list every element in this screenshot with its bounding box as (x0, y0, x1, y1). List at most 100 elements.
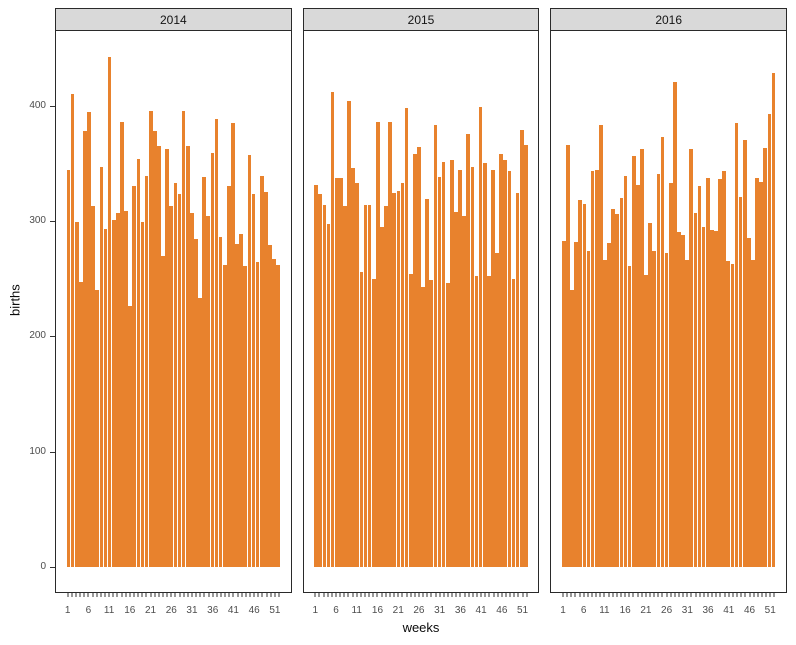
bar-week-28 (425, 198, 429, 567)
x-tick-mark (199, 593, 201, 597)
bar-week-12 (607, 242, 611, 567)
bar-week-24 (408, 273, 413, 567)
x-tick-label: 6 (333, 605, 339, 616)
y-tick-mark (50, 220, 55, 222)
x-tick-mark (707, 593, 709, 597)
bar-week-42 (235, 243, 239, 567)
x-tick-mark (493, 593, 495, 597)
bar-week-35 (454, 211, 458, 567)
x-tick-mark (599, 593, 601, 597)
x-tick-mark (509, 593, 511, 597)
x-tick-mark (397, 593, 399, 597)
x-tick-mark (179, 593, 181, 597)
x-tick-mark (83, 593, 85, 597)
x-tick-mark (562, 593, 564, 597)
bar-week-51 (767, 113, 772, 567)
x-tick-mark (368, 593, 370, 597)
bar-week-27 (421, 286, 425, 567)
bar-week-24 (656, 173, 661, 567)
bar-week-15 (124, 210, 128, 567)
plot-area (550, 31, 788, 593)
bar-week-14 (367, 204, 372, 567)
x-tick-mark (736, 593, 738, 597)
facet-strip-label: 2016 (655, 12, 683, 27)
x-tick-mark (220, 593, 222, 597)
bar-week-48 (259, 175, 264, 567)
x-tick-mark (769, 593, 771, 597)
x-tick-mark (761, 593, 763, 597)
bar-week-5 (578, 200, 583, 567)
x-tick-mark (274, 593, 276, 597)
bar-week-13 (363, 204, 368, 567)
x-tick-mark (389, 593, 391, 597)
x-tick-mark (678, 593, 680, 597)
bar-week-5 (330, 91, 335, 567)
bar-week-29 (677, 232, 681, 567)
x-tick-mark (96, 593, 98, 597)
x-tick-mark (216, 593, 218, 597)
bar-week-20 (640, 149, 644, 567)
bar-week-12 (111, 219, 116, 567)
bar-week-8 (95, 290, 100, 567)
x-tick-mark (686, 593, 688, 597)
bar-week-22 (400, 182, 405, 567)
x-tick-mark (162, 593, 164, 597)
y-tick-label: 200 (29, 330, 46, 342)
x-tick-label: 41 (723, 605, 735, 616)
bar-week-6 (334, 178, 339, 567)
x-tick-mark (526, 593, 528, 597)
bar-week-18 (631, 156, 636, 567)
x-tick-mark (653, 593, 655, 597)
x-tick-label: 1 (64, 605, 71, 616)
bar-week-44 (243, 265, 248, 567)
bar-week-34 (202, 177, 206, 567)
bar-week-10 (103, 228, 108, 567)
x-tick-mark (166, 593, 168, 597)
x-tick-mark (347, 593, 349, 597)
x-tick-mark (121, 593, 123, 597)
x-tick-mark (443, 593, 445, 597)
bar-week-34 (697, 186, 702, 567)
x-tick-mark (183, 593, 185, 597)
x-tick-marks (55, 593, 292, 598)
bar-week-2 (70, 93, 75, 567)
facet-panel-2016: 2016 1 6 11 16 21 26 31 36 41 46 51 (550, 8, 788, 616)
x-tick-mark (195, 593, 197, 597)
x-tick-mark (418, 593, 420, 597)
bar-week-11 (603, 260, 607, 567)
x-tick-mark (266, 593, 268, 597)
x-tick-labels: 1 6 11 16 21 26 31 36 41 46 51 (55, 605, 292, 618)
x-tick-label: 36 (702, 605, 714, 616)
bar-week-44 (738, 196, 743, 567)
x-tick-label: 26 (413, 605, 425, 616)
bar-week-49 (759, 181, 763, 567)
x-tick-mark (372, 593, 374, 597)
bar-week-18 (384, 205, 388, 567)
bar-week-40 (474, 276, 479, 567)
bar-week-7 (586, 250, 591, 567)
x-tick-label: 51 (516, 605, 529, 616)
bar-week-43 (239, 233, 243, 567)
bar-week-15 (619, 197, 624, 567)
bar-week-16 (128, 306, 133, 567)
x-tick-mark (257, 593, 259, 597)
x-tick-mark (753, 593, 755, 597)
x-tick-mark (253, 593, 255, 597)
x-tick-marks (550, 593, 787, 598)
x-tick-mark (150, 593, 152, 597)
x-tick-label: 16 (124, 605, 136, 616)
bar-week-46 (251, 194, 256, 567)
x-tick-mark (422, 593, 424, 597)
bar-week-9 (594, 170, 599, 567)
bar-week-45 (742, 140, 747, 567)
bar-week-52 (523, 144, 528, 567)
y-tick-label: 100 (29, 445, 46, 457)
bar-week-41 (478, 106, 483, 567)
bar-week-19 (636, 185, 640, 567)
facet-strip-label: 2015 (407, 12, 435, 27)
x-tick-mark (740, 593, 742, 597)
x-tick-mark (749, 593, 750, 597)
x-tick-mark (715, 593, 717, 597)
x-tick-mark (699, 593, 701, 597)
bar-week-6 (87, 112, 91, 567)
